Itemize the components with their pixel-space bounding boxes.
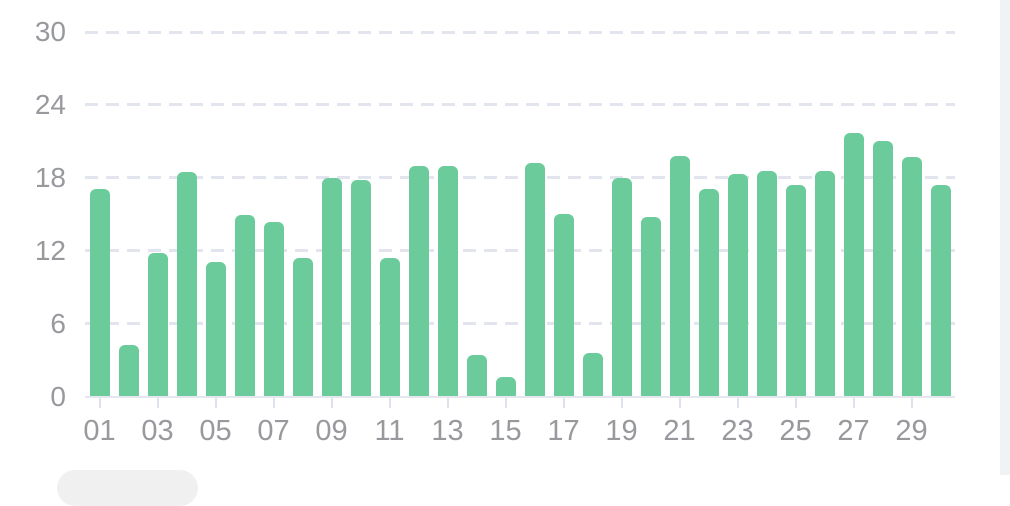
bar-day-29[interactable] xyxy=(901,157,922,397)
x-axis-label: 07 xyxy=(257,415,290,447)
bar-day-30[interactable] xyxy=(930,185,951,397)
x-axis-tick xyxy=(562,398,565,408)
bar-day-14[interactable] xyxy=(466,355,487,397)
bar-day-12[interactable] xyxy=(408,165,429,397)
bar-day-04[interactable] xyxy=(176,171,197,397)
y-axis-label: 30 xyxy=(34,16,66,47)
x-axis-label: 25 xyxy=(779,415,812,447)
bar-day-15[interactable] xyxy=(495,377,516,397)
bar-day-09[interactable] xyxy=(321,177,342,397)
y-axis-label: 6 xyxy=(50,307,66,339)
bar-day-03[interactable] xyxy=(147,253,168,397)
x-axis-tick xyxy=(678,398,681,408)
x-axis-label: 09 xyxy=(315,415,348,447)
x-axis-label: 27 xyxy=(837,415,870,447)
bottom-pill-button[interactable] xyxy=(57,470,198,506)
y-axis-label: 18 xyxy=(34,161,66,193)
bar-day-20[interactable] xyxy=(640,216,661,397)
bar-chart: 0 6 12 18 24 30 01 03 05 07 09 11 13 15 17 19 21 23 25 27 2… xyxy=(34,16,955,447)
y-axis-label: 24 xyxy=(34,88,66,120)
gridline-y30 xyxy=(85,30,955,34)
gridline-y12 xyxy=(85,249,955,253)
bar-day-10[interactable] xyxy=(350,180,371,397)
bar-day-26[interactable] xyxy=(814,170,835,397)
bar-day-18[interactable] xyxy=(582,352,603,397)
x-axis-label: 29 xyxy=(895,415,928,447)
y-axis-label: 0 xyxy=(50,380,66,412)
bar-day-28[interactable] xyxy=(872,141,893,397)
bar-day-25[interactable] xyxy=(785,185,806,397)
bar-day-13[interactable] xyxy=(437,165,458,397)
bar-day-23[interactable] xyxy=(727,174,748,397)
bar-day-19[interactable] xyxy=(611,177,632,397)
x-axis-tick xyxy=(214,398,217,408)
x-axis-tick xyxy=(794,398,797,408)
bar-day-22[interactable] xyxy=(698,188,719,397)
gridline-y18 xyxy=(85,176,955,180)
x-axis-tick xyxy=(620,398,623,408)
x-axis-label: 03 xyxy=(141,415,174,447)
bar-day-08[interactable] xyxy=(292,257,313,397)
x-axis-tick xyxy=(504,398,507,408)
x-axis-tick xyxy=(852,398,855,408)
x-axis-tick xyxy=(156,398,159,408)
x-axis-label: 01 xyxy=(83,415,116,447)
bar-day-16[interactable] xyxy=(524,163,545,397)
bar-day-06[interactable] xyxy=(234,215,255,397)
x-axis-label: 11 xyxy=(374,415,405,447)
gridline-y6 xyxy=(85,322,955,326)
x-axis-tick xyxy=(330,398,333,408)
x-axis-tick xyxy=(910,398,913,408)
x-axis-label: 19 xyxy=(605,415,638,447)
bar-day-07[interactable] xyxy=(263,221,284,397)
x-axis-label: 15 xyxy=(489,415,522,447)
right-panel-edge xyxy=(1000,0,1010,475)
bar-day-24[interactable] xyxy=(756,170,777,397)
bar-day-02[interactable] xyxy=(118,345,139,397)
x-axis-tick xyxy=(388,398,391,408)
bar-day-21[interactable] xyxy=(669,155,690,397)
x-axis-label: 17 xyxy=(547,415,580,447)
gridline-y24 xyxy=(85,103,955,107)
x-axis-tick xyxy=(736,398,739,408)
x-axis-label: 13 xyxy=(431,415,464,447)
x-axis-line xyxy=(85,396,955,398)
x-axis-label: 23 xyxy=(721,415,754,447)
bar-day-11[interactable] xyxy=(379,257,400,397)
x-axis-label: 05 xyxy=(199,415,232,447)
x-axis-tick xyxy=(446,398,449,408)
bar-day-01[interactable] xyxy=(89,188,110,397)
y-axis-label: 12 xyxy=(34,234,66,266)
x-axis-tick xyxy=(98,398,101,408)
bar-day-17[interactable] xyxy=(553,214,574,397)
bar-day-27[interactable] xyxy=(843,132,864,397)
bar-day-05[interactable] xyxy=(205,261,226,397)
x-axis-label: 21 xyxy=(663,415,696,447)
x-axis-tick xyxy=(272,398,275,408)
